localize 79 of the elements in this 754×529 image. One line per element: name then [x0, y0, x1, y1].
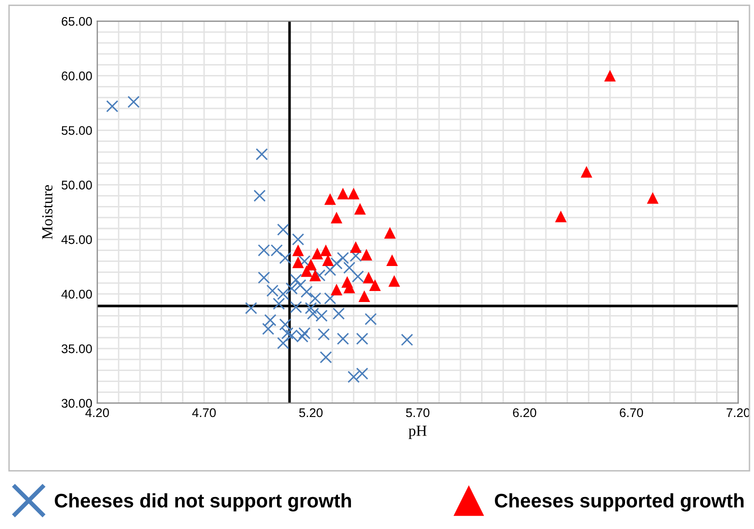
x-tick-label: 6.20 [513, 408, 536, 418]
point [348, 370, 360, 383]
point [290, 274, 302, 286]
legend-label: Cheeses did not support growth [54, 493, 351, 512]
y-tick-label: 30.00 [62, 398, 92, 408]
point [312, 248, 324, 260]
point [281, 327, 294, 340]
point [286, 282, 298, 295]
point [369, 279, 381, 292]
point [332, 308, 345, 320]
x-tick-label: 4.20 [85, 408, 109, 418]
point [290, 300, 302, 314]
point [337, 188, 349, 200]
point [364, 313, 377, 326]
y-tick-label: 65.00 [62, 16, 92, 26]
point [360, 248, 372, 260]
x-tick-label: 6.70 [620, 408, 644, 418]
point [352, 270, 364, 283]
point [646, 192, 659, 204]
point [362, 272, 374, 284]
point [264, 314, 276, 326]
point [384, 227, 396, 239]
point [272, 298, 285, 310]
point [400, 334, 414, 346]
point [354, 203, 366, 215]
point [330, 284, 342, 296]
point [279, 318, 292, 331]
point [294, 279, 306, 292]
point [324, 193, 336, 205]
point [320, 244, 332, 256]
point [356, 332, 368, 345]
x-tick-label: 5.70 [406, 408, 430, 418]
point [580, 166, 592, 178]
x-axis-title: pH [408, 426, 427, 440]
point [309, 270, 321, 282]
point [279, 252, 292, 264]
point [292, 244, 304, 256]
point [277, 337, 290, 350]
point [106, 100, 118, 112]
point [343, 262, 356, 274]
point [309, 292, 322, 304]
x-tick-label: 4.70 [192, 408, 216, 418]
point [386, 254, 398, 266]
y-tick-label: 50.00 [62, 180, 92, 190]
y-tick-label: 60.00 [62, 72, 92, 80]
y-tick-label: 40.00 [61, 290, 92, 299]
y-tick-label: 55.00 [62, 126, 92, 135]
point [245, 302, 258, 314]
point [292, 233, 304, 246]
point [277, 224, 290, 236]
x-tick-label: 5.20 [299, 408, 323, 418]
point [350, 241, 362, 253]
point [256, 148, 268, 160]
legend-label: Cheeses supported growth [494, 493, 744, 512]
point [356, 368, 368, 380]
point [358, 290, 370, 302]
point [336, 332, 350, 345]
point [313, 269, 326, 282]
y-tick-label: 35.00 [62, 344, 92, 354]
point [262, 322, 274, 335]
point [324, 292, 336, 304]
point [300, 265, 312, 277]
point [254, 190, 266, 202]
point [292, 256, 304, 268]
point [320, 351, 332, 364]
point [324, 264, 336, 276]
point [330, 212, 342, 224]
point [258, 272, 270, 284]
point [330, 257, 343, 270]
point [300, 286, 313, 298]
y-axis-title: Moisture [42, 185, 52, 240]
point [318, 328, 330, 340]
y-tick-label: 45.00 [61, 235, 92, 244]
point [555, 210, 567, 222]
point [388, 275, 400, 287]
point [604, 70, 616, 82]
point [304, 302, 317, 314]
point [128, 96, 140, 108]
point [348, 188, 360, 200]
